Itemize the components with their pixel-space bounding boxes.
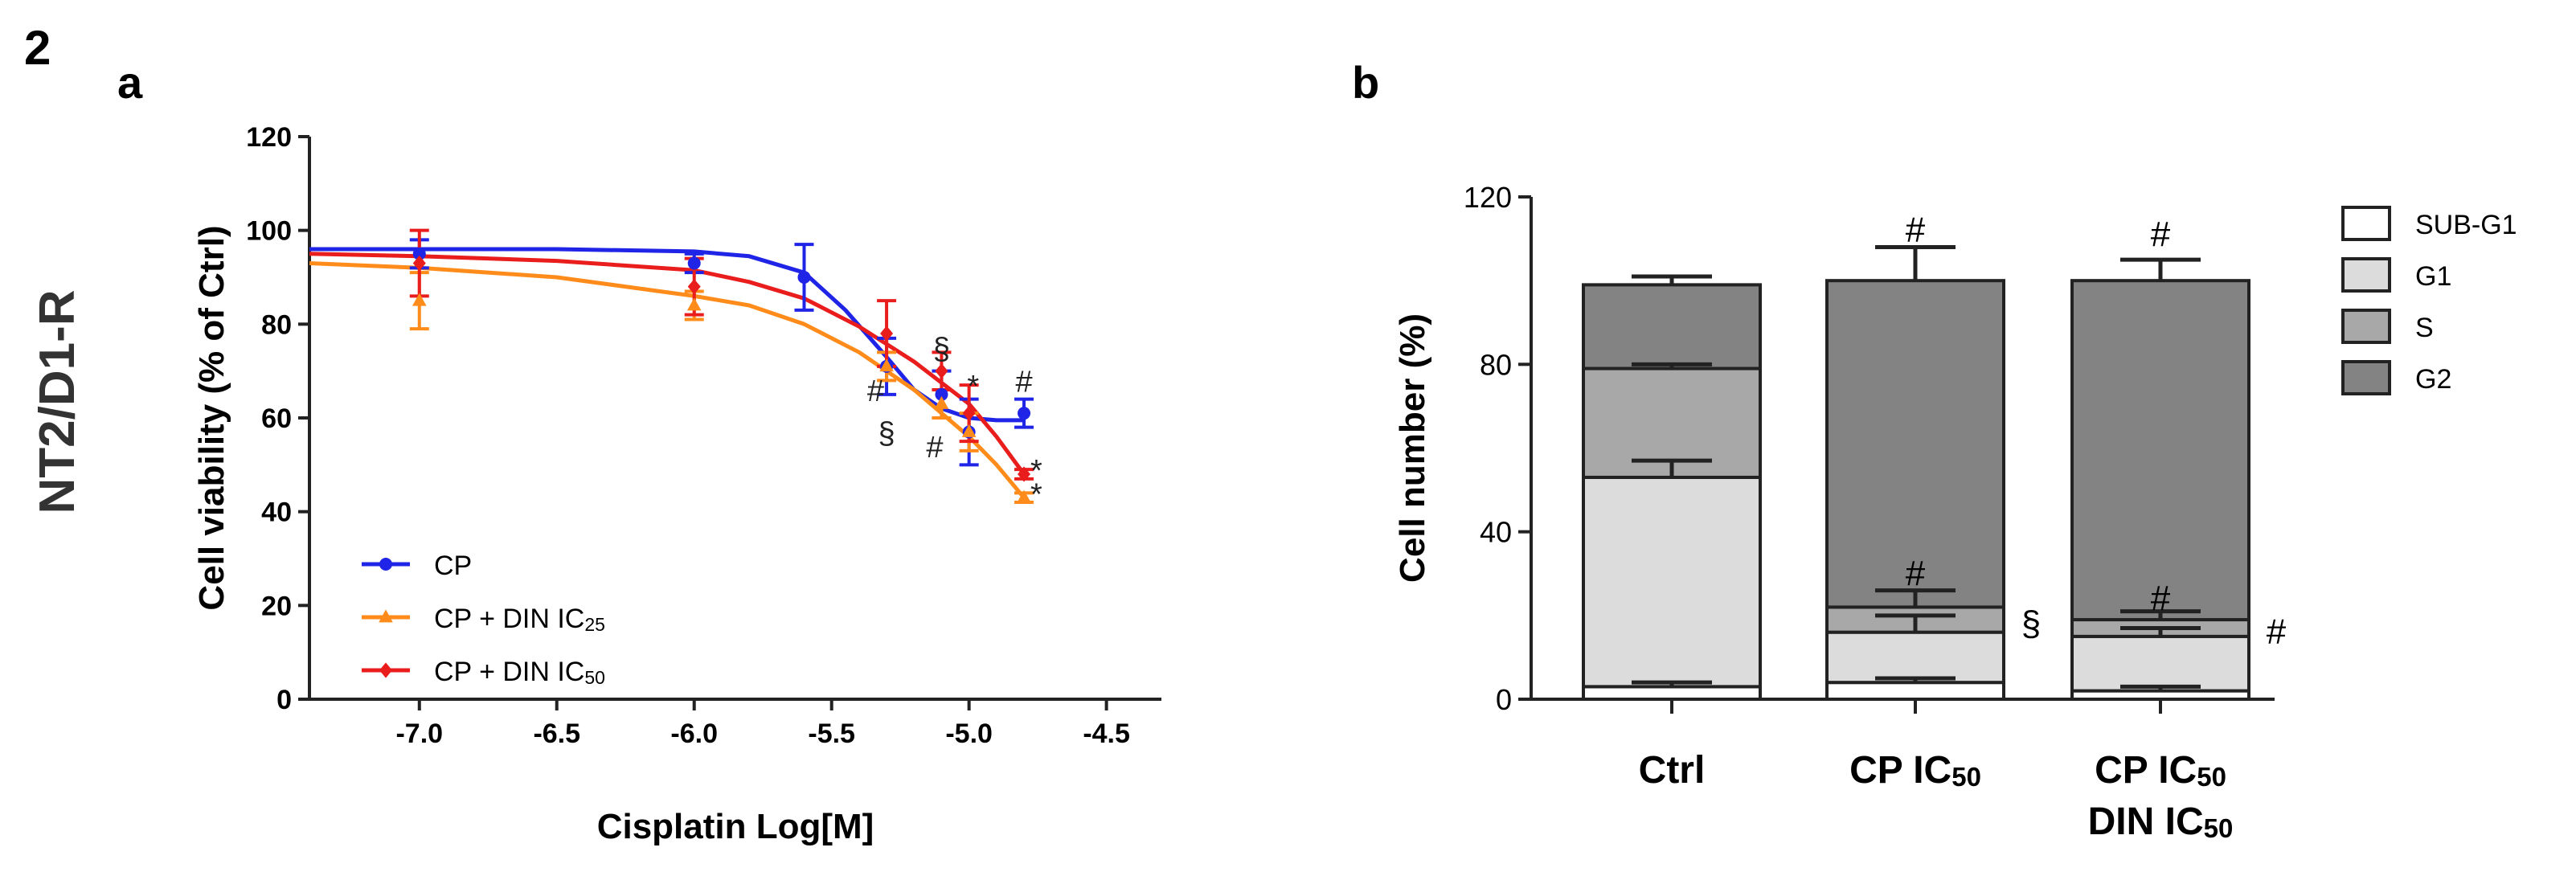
figure-number: 2 — [24, 21, 51, 75]
significance-marker: § — [2021, 604, 2041, 643]
legend-swatch — [2341, 257, 2391, 293]
data-point — [797, 271, 811, 284]
y-tick-label: 0 — [276, 685, 292, 715]
significance-marker: # — [926, 431, 943, 465]
y-tick-label: 0 — [1496, 683, 1512, 716]
category-label: CP IC50 — [1849, 749, 1981, 792]
fit-curve-series-1 — [309, 261, 1026, 499]
y-tick-label: 80 — [1480, 348, 1512, 381]
y-tick-label: 40 — [1480, 516, 1512, 549]
category-label: DIN IC50 — [2088, 800, 2234, 843]
significance-marker: # — [1015, 365, 1032, 399]
significance-marker: # — [2151, 579, 2171, 618]
significance-marker: # — [1906, 211, 1926, 250]
data-point — [880, 325, 894, 342]
x-tick-label: -6.5 — [533, 718, 580, 749]
significance-marker: # — [2151, 215, 2171, 254]
legend-swatch — [2341, 309, 2391, 344]
x-tick-label: -4.5 — [1083, 718, 1130, 749]
panel-b-letter: b — [1352, 57, 1379, 108]
bar-segment-g1 — [1582, 475, 1762, 689]
bar-segment-g2 — [1825, 279, 2005, 609]
panel-a-legend: CP CP + DIN IC25 CP + DIN IC50 — [362, 551, 605, 688]
y-tick-label: 100 — [246, 216, 292, 247]
legend-swatch — [2341, 360, 2391, 395]
data-point — [961, 424, 977, 437]
panel-b-y-axis-label: Cell number (%) — [1393, 313, 1432, 583]
data-point — [879, 358, 894, 372]
data-point — [687, 279, 701, 295]
y-tick-label: 20 — [261, 591, 292, 621]
cell-line-label: NT2/D1-R — [30, 289, 85, 514]
y-tick-label: 60 — [261, 403, 292, 434]
significance-marker: § — [878, 417, 895, 451]
data-point — [412, 255, 426, 272]
significance-marker: # — [2267, 612, 2287, 652]
data-point — [962, 405, 976, 421]
significance-marker: * — [1030, 454, 1042, 488]
legend-marker — [379, 558, 392, 571]
legend-label: G2 — [2415, 364, 2451, 395]
panel-a-x-axis-label: Cisplatin Log[M] — [597, 807, 874, 846]
bar-segment-g2 — [1582, 283, 1762, 370]
legend-marker — [379, 609, 393, 623]
data-point — [1018, 466, 1031, 482]
bar-segment-g1 — [2070, 634, 2250, 693]
significance-marker: * — [1030, 477, 1042, 511]
panel-b-axes: 0 40 80 120 — [1464, 181, 2275, 716]
data-point — [1017, 489, 1031, 503]
data-point — [687, 256, 701, 270]
data-point — [412, 293, 427, 306]
data-point — [412, 247, 426, 260]
x-tick-label: -6.0 — [670, 718, 718, 749]
category-label: Ctrl — [1639, 749, 1706, 792]
panel-a-y-axis-label: Cell viability (% of Ctrl) — [192, 225, 231, 610]
data-point — [935, 363, 948, 379]
legend-label: SUB-G1 — [2415, 210, 2517, 240]
significance-marker: # — [1906, 554, 1926, 593]
y-tick-label: 40 — [261, 497, 292, 528]
legend-marker — [379, 662, 392, 678]
legend-label: CP + DIN IC50 — [434, 657, 605, 688]
panel-a-letter: a — [117, 57, 143, 108]
panel-a-line-chart: a 0 20 40 60 80 100 120 -7.0 -6.5 -6.0 -5.5 -5.0 -4.… — [117, 57, 1161, 846]
panel-b-legend: SUB-G1 G1 S G2 — [2341, 206, 2517, 395]
legend-label: G1 — [2415, 261, 2451, 292]
data-point — [935, 387, 948, 401]
legend-label: CP + DIN IC25 — [434, 604, 605, 635]
data-point — [934, 395, 949, 409]
y-tick-label: 120 — [1464, 181, 1512, 214]
x-tick-label: -5.5 — [808, 718, 855, 749]
data-point — [686, 297, 702, 311]
legend-label: CP — [434, 551, 472, 581]
legend-swatch — [2341, 206, 2391, 241]
panel-b-stacked-bar-chart: b 0 40 80 120 # # § # # # Ctrl CP IC50 CP IC50 DIN … — [1352, 57, 2517, 843]
category-label: CP IC50 — [2095, 749, 2226, 792]
bar-segment-sub-g1 — [1582, 685, 1762, 701]
fit-curve-series-2 — [309, 252, 1026, 476]
data-point — [1018, 407, 1031, 420]
fit-curve-series-0 — [309, 247, 1024, 423]
y-tick-label: 120 — [246, 122, 292, 153]
x-tick-label: -5.0 — [945, 718, 993, 749]
y-tick-label: 80 — [261, 309, 292, 340]
bar-segment-sub-g1 — [1825, 681, 2005, 702]
panel-a-axes: 0 20 40 60 80 100 120 -7.0 -6.5 -6.0 -5.5 -5.0 -4.5 — [246, 122, 1161, 749]
significance-marker: § — [933, 333, 950, 366]
bar-segment-g1 — [1825, 630, 2005, 685]
x-tick-label: -7.0 — [395, 718, 443, 749]
legend-label: S — [2415, 313, 2434, 343]
significance-marker: * — [967, 370, 979, 403]
significance-marker: # — [867, 375, 884, 408]
bar-segment-g2 — [2070, 279, 2250, 622]
